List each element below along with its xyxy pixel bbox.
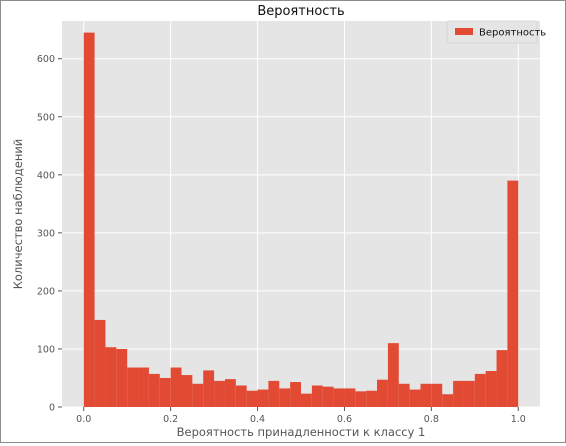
histogram-bar: [322, 386, 334, 407]
legend-label: Вероятность: [479, 28, 546, 39]
histogram-bars: [83, 32, 519, 408]
histogram-bar: [333, 388, 345, 407]
x-tick-label: 0.4: [250, 414, 265, 425]
y-tick-label: 200: [37, 286, 55, 297]
x-tick-label: 1.0: [511, 414, 526, 425]
histogram-bar: [453, 380, 464, 407]
histogram-bar: [431, 383, 443, 407]
histogram-bar: [170, 367, 182, 407]
histogram-bar: [127, 367, 139, 407]
histogram-bar: [94, 319, 106, 407]
histogram-bar: [279, 388, 291, 407]
chart-title: Вероятность: [257, 4, 344, 19]
histogram-bar: [355, 391, 367, 407]
histogram-bar: [507, 180, 519, 407]
histogram-bar: [116, 348, 128, 407]
histogram-bar: [203, 370, 215, 407]
histogram-bar: [257, 389, 269, 407]
y-axis-label: Количество наблюдений: [11, 139, 25, 290]
histogram-bar: [344, 388, 356, 407]
y-tick-label: 100: [37, 344, 55, 355]
grid-lines: [62, 21, 540, 408]
histogram-bar: [463, 380, 475, 407]
y-axis-ticks: 0 100 200 300 400 500 600: [37, 54, 62, 414]
legend-box: [446, 20, 538, 44]
legend-swatch: [455, 28, 473, 35]
histogram-bar: [290, 382, 301, 407]
histogram-bar: [214, 380, 225, 407]
histogram-bar: [398, 383, 410, 407]
x-axis-label: Вероятность принадленности к классу 1: [177, 425, 426, 439]
y-tick-label: 300: [37, 228, 55, 239]
histogram-bar: [159, 377, 171, 407]
histogram-bar: [246, 390, 258, 407]
y-tick-label: 400: [37, 170, 55, 181]
histogram-bar: [138, 367, 149, 407]
histogram-bar: [377, 379, 388, 407]
histogram-bar: [366, 390, 378, 407]
histogram-bar: [387, 343, 399, 407]
legend: Вероятность: [446, 20, 546, 44]
y-tick-label: 0: [49, 403, 55, 414]
histogram-bar: [485, 371, 497, 407]
x-tick-label: 0.6: [337, 414, 352, 425]
histogram-bar: [301, 393, 312, 407]
histogram-bar: [409, 389, 421, 407]
histogram-bar: [105, 347, 117, 407]
histogram-bar: [420, 383, 432, 407]
x-tick-label: 0.0: [76, 414, 91, 425]
histogram-bar: [442, 394, 454, 407]
x-tick-label: 0.8: [424, 414, 439, 425]
histogram-bar: [268, 380, 280, 407]
histogram-bar: [496, 350, 508, 407]
histogram-bar: [83, 32, 95, 408]
histogram-bar: [192, 383, 204, 407]
histogram-bar: [148, 373, 160, 407]
histogram-bar: [311, 385, 323, 407]
x-tick-label: 0.2: [163, 414, 178, 425]
y-tick-label: 500: [37, 112, 55, 123]
histogram-bar: [181, 375, 193, 407]
histogram-bar: [224, 379, 236, 407]
x-axis-ticks: 0.0 0.2 0.4 0.6 0.8 1.0: [76, 407, 526, 425]
y-tick-label: 600: [37, 54, 55, 65]
histogram-bar: [474, 373, 486, 407]
plot-area: [62, 21, 540, 407]
histogram-bar: [235, 385, 247, 407]
